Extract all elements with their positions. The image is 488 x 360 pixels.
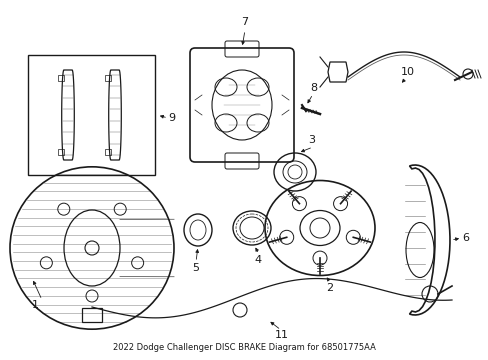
Text: 4: 4: [254, 255, 261, 265]
Text: 10: 10: [400, 67, 414, 77]
Text: 11: 11: [274, 330, 288, 340]
Bar: [58, 149, 64, 155]
Text: 2: 2: [326, 283, 333, 293]
Text: 1: 1: [31, 300, 39, 310]
Text: 2022 Dodge Challenger DISC BRAKE Diagram for 68501775AA: 2022 Dodge Challenger DISC BRAKE Diagram…: [113, 343, 375, 352]
Bar: [105, 149, 111, 155]
Text: 9: 9: [168, 113, 175, 123]
Bar: [58, 75, 64, 81]
Text: 7: 7: [241, 17, 248, 27]
Text: 8: 8: [310, 83, 317, 93]
Text: 6: 6: [462, 233, 468, 243]
Bar: [82, 308, 102, 322]
Bar: [105, 75, 111, 81]
Text: 3: 3: [308, 135, 315, 145]
Bar: [28, 55, 155, 175]
Text: 5: 5: [192, 263, 199, 273]
